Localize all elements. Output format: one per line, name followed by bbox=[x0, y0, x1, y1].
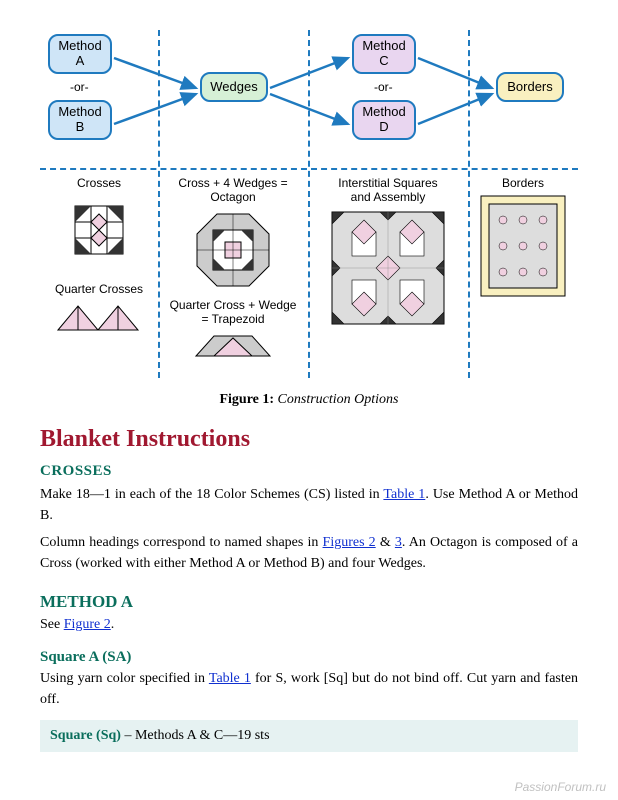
figure-caption: Figure 1: Construction Options bbox=[40, 392, 578, 408]
col1-title2: Quarter Crosses bbox=[40, 282, 158, 296]
method-a-heading: METHOD A bbox=[40, 592, 578, 612]
link-table-1[interactable]: Table 1 bbox=[383, 487, 425, 502]
trapezoid-icon bbox=[188, 330, 278, 360]
node-method-d: Method D bbox=[352, 100, 416, 140]
callout-square-sq: Square (Sq) – Methods A & C—19 sts bbox=[40, 720, 578, 752]
col2-title1: Cross + 4 Wedges = Octagon bbox=[158, 176, 308, 204]
illustration-row: Crosses Quarter Crosses Cross + 4 Wedges… bbox=[40, 168, 578, 378]
link-table-1-b[interactable]: Table 1 bbox=[209, 671, 251, 686]
node-borders: Borders bbox=[496, 72, 564, 102]
octagon-icon bbox=[191, 208, 275, 292]
node-method-c: Method C bbox=[352, 34, 416, 74]
link-figure-3[interactable]: 3 bbox=[395, 535, 402, 550]
col1-title1: Crosses bbox=[40, 176, 158, 190]
node-method-b: Method B bbox=[48, 100, 112, 140]
link-figure-2[interactable]: Figure 2 bbox=[64, 617, 111, 632]
square-a-heading: Square A (SA) bbox=[40, 649, 578, 666]
node-wedges: Wedges bbox=[200, 72, 268, 102]
borders-icon bbox=[479, 194, 567, 298]
para-1: Make 18—1 in each of the 18 Color Scheme… bbox=[40, 484, 578, 526]
node-method-a: Method A bbox=[48, 34, 112, 74]
crosses-heading: CROSSES bbox=[40, 463, 578, 480]
page-title: Blanket Instructions bbox=[40, 426, 578, 453]
or-label-1: -or- bbox=[70, 80, 89, 94]
col4-title1: Borders bbox=[468, 176, 578, 190]
crosses-icon bbox=[63, 194, 135, 266]
col3-title1: Interstitial Squares and Assembly bbox=[308, 176, 468, 204]
or-label-2: -or- bbox=[374, 80, 393, 94]
col2-title2: Quarter Cross + Wedge = Trapezoid bbox=[158, 298, 308, 326]
watermark: PassionForum.ru bbox=[515, 780, 606, 794]
square-a-para: Using yarn color specified in Table 1 fo… bbox=[40, 668, 578, 710]
assembly-icon bbox=[328, 208, 448, 328]
para-2: Column headings correspond to named shap… bbox=[40, 532, 578, 574]
quarter-crosses-icon bbox=[54, 300, 144, 334]
see-figure: See Figure 2. bbox=[40, 614, 578, 635]
link-figures-2[interactable]: Figures 2 bbox=[323, 535, 376, 550]
